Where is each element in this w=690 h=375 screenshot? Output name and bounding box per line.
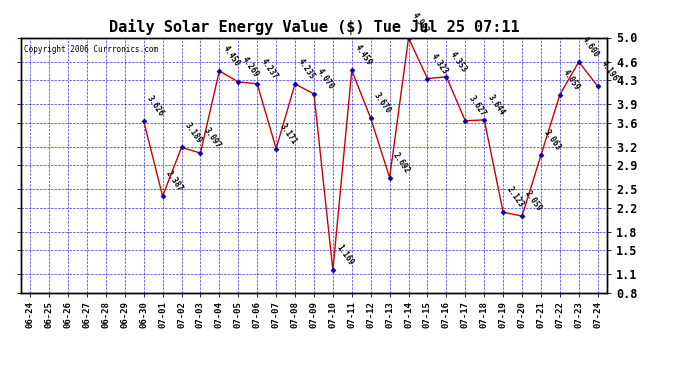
Text: 4.235: 4.235 [297, 57, 317, 81]
Text: 2.059: 2.059 [524, 189, 544, 213]
Text: 4.237: 4.237 [259, 57, 279, 81]
Text: 1.169: 1.169 [334, 243, 355, 267]
Text: 3.670: 3.670 [372, 92, 393, 116]
Text: 4.269: 4.269 [239, 55, 260, 79]
Text: 4.196: 4.196 [599, 59, 620, 84]
Text: 2.387: 2.387 [164, 169, 185, 194]
Text: 4.459: 4.459 [353, 44, 374, 68]
Text: 4.323: 4.323 [429, 52, 449, 76]
Text: 3.171: 3.171 [277, 122, 298, 146]
Text: 3.626: 3.626 [145, 94, 166, 118]
Text: 4.059: 4.059 [561, 68, 582, 92]
Text: 4.992: 4.992 [410, 11, 431, 35]
Title: Daily Solar Energy Value ($) Tue Jul 25 07:11: Daily Solar Energy Value ($) Tue Jul 25 … [108, 19, 520, 35]
Text: 2.692: 2.692 [391, 151, 412, 175]
Text: 4.070: 4.070 [315, 67, 336, 91]
Text: 4.450: 4.450 [221, 44, 242, 68]
Text: 3.189: 3.189 [183, 121, 204, 145]
Text: 3.627: 3.627 [466, 94, 487, 118]
Text: 2.123: 2.123 [504, 185, 525, 209]
Text: 3.644: 3.644 [486, 93, 506, 117]
Text: 4.600: 4.600 [580, 35, 601, 59]
Text: 3.097: 3.097 [201, 126, 222, 150]
Text: 3.063: 3.063 [542, 128, 563, 152]
Text: Copyright 2006 Currronics.com: Copyright 2006 Currronics.com [23, 45, 158, 54]
Text: 4.353: 4.353 [448, 50, 469, 74]
